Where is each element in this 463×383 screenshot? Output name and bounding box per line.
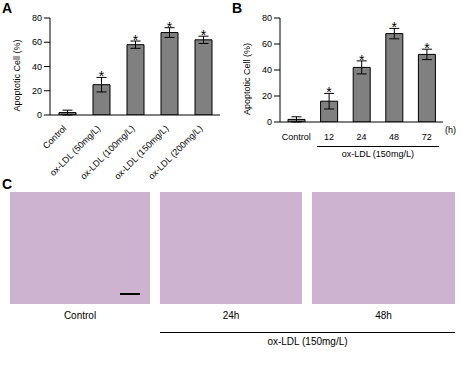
svg-text:*: * bbox=[99, 68, 105, 84]
html-text:(h): (h) bbox=[445, 125, 456, 135]
svg-text:40: 40 bbox=[262, 65, 272, 75]
svg-text:Apoptotic Cell (%): Apoptotic Cell (%) bbox=[12, 39, 22, 111]
svg-text:60: 60 bbox=[262, 39, 272, 49]
svg-text:48: 48 bbox=[389, 132, 399, 142]
svg-text:*: * bbox=[326, 84, 332, 100]
svg-text:80: 80 bbox=[32, 13, 42, 23]
svg-text:Apoptotic Cell (%): Apoptotic Cell (%) bbox=[242, 43, 252, 115]
svg-text:ox-LDL (200mg/L): ox-LDL (200mg/L) bbox=[146, 123, 204, 181]
svg-text:0: 0 bbox=[267, 117, 272, 127]
svg-text:0: 0 bbox=[37, 110, 42, 120]
html-text:48h: 48h bbox=[375, 310, 392, 321]
html-text:A: A bbox=[2, 0, 13, 16]
svg-text:60: 60 bbox=[32, 37, 42, 47]
html-text:ox-LDL (150mg/L): ox-LDL (150mg/L) bbox=[267, 336, 348, 347]
svg-text:ox-LDL (50mg/L): ox-LDL (50mg/L) bbox=[47, 123, 103, 178]
svg-text:Control: Control bbox=[41, 123, 69, 151]
html-text:C: C bbox=[2, 176, 13, 192]
svg-text:Control: Control bbox=[282, 132, 311, 142]
html-text:Control: Control bbox=[63, 310, 97, 321]
svg-text:72: 72 bbox=[422, 132, 432, 142]
html-text:B: B bbox=[232, 0, 243, 16]
svg-text:20: 20 bbox=[32, 86, 42, 96]
svg-text:*: * bbox=[392, 19, 398, 35]
svg-text:ox-LDL (150mg/L): ox-LDL (150mg/L) bbox=[112, 123, 171, 182]
svg-text:ox-LDL (100mg/L): ox-LDL (100mg/L) bbox=[78, 123, 137, 182]
svg-text:20: 20 bbox=[262, 91, 272, 101]
svg-text:*: * bbox=[201, 27, 207, 43]
svg-text:24: 24 bbox=[356, 132, 366, 142]
svg-text:*: * bbox=[424, 40, 430, 56]
svg-text:40: 40 bbox=[32, 62, 42, 72]
svg-text:12: 12 bbox=[324, 132, 334, 142]
svg-text:*: * bbox=[359, 52, 365, 68]
svg-text:*: * bbox=[133, 32, 139, 48]
svg-text:*: * bbox=[167, 19, 173, 35]
html-text:24h: 24h bbox=[222, 310, 240, 321]
html-text:ox-LDL (150mg/L): ox-LDL (150mg/L) bbox=[341, 149, 414, 159]
svg-text:80: 80 bbox=[262, 13, 272, 23]
